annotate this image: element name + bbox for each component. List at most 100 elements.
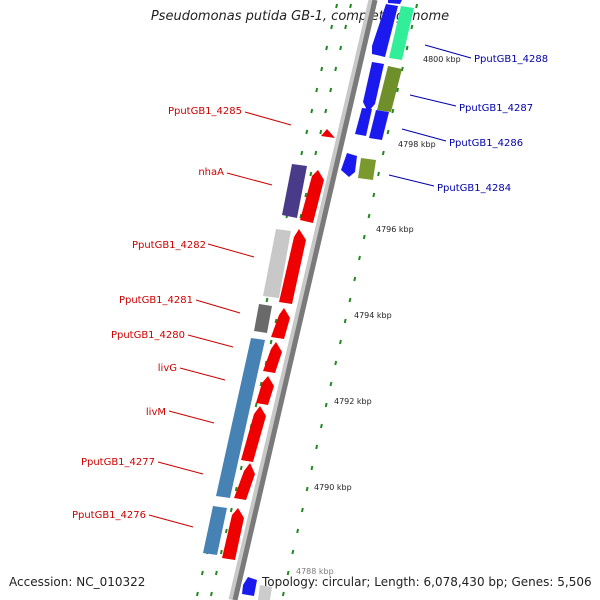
guide-dot — [353, 276, 357, 282]
callout-line — [168, 410, 215, 424]
guide-dot — [229, 507, 233, 513]
gene-arrow — [216, 338, 265, 498]
gene-PputGB1-4285[interactable]: PputGB1_4285 — [168, 106, 335, 138]
guide-dot — [362, 234, 366, 240]
guide-dot — [319, 129, 323, 135]
kbp-label: 4796 kbp — [376, 225, 414, 234]
gene-arrow — [203, 506, 227, 555]
gene-arrow — [263, 342, 282, 373]
gene-partial-bottom — [242, 577, 272, 600]
guide-dot — [269, 339, 273, 345]
guide-dot — [324, 402, 328, 408]
gene-PputGB1-4280[interactable]: PputGB1_4280 — [111, 330, 282, 373]
guide-dot — [372, 192, 376, 198]
guide-dot — [324, 108, 328, 114]
kbp-label: 4790 kbp — [314, 483, 352, 492]
gene-arrow — [279, 229, 306, 304]
gene-PputGB1-4286[interactable]: PputGB1_4286 — [355, 108, 523, 149]
guide-dot — [314, 150, 318, 156]
gene-arrow — [389, 6, 414, 60]
gene-livM[interactable]: livM — [146, 406, 266, 462]
gene-label[interactable]: PputGB1_4282 — [132, 240, 206, 251]
guide-dot — [259, 381, 263, 387]
gene-arrow — [300, 170, 324, 223]
backbone — [228, 0, 378, 600]
gene-PputGB1-4281[interactable]: PputGB1_4281 — [119, 295, 290, 339]
gene-arrow — [271, 308, 290, 339]
gene-label[interactable]: livM — [146, 407, 166, 418]
guide-dot — [381, 150, 385, 156]
gene-arrow — [258, 585, 272, 600]
gene-nhaA[interactable]: nhaA — [198, 164, 324, 223]
guide-dot — [315, 87, 319, 93]
guide-dot — [329, 87, 333, 93]
gene-arrow — [234, 463, 255, 500]
gene-label[interactable]: PputGB1_4284 — [437, 183, 511, 194]
guide-dot — [405, 45, 409, 51]
gene-label[interactable]: PputGB1_4280 — [111, 330, 185, 341]
forward-strand-genes: PputGB1_4285 nhaA PputGB1_4282 PputGB1_4… — [72, 106, 335, 560]
callout-line — [195, 299, 241, 314]
gene-PputGB1-4276[interactable]: PputGB1_4276 — [72, 506, 244, 560]
gene-arrow — [377, 66, 402, 112]
callout-line — [424, 44, 472, 59]
guide-dot — [349, 3, 353, 9]
gene-PputGB1-4284[interactable]: PputGB1_4284 — [341, 153, 511, 194]
callout-line — [244, 111, 292, 126]
gene-arrow — [388, 0, 402, 4]
gene-label[interactable]: nhaA — [198, 167, 224, 178]
guide-dot — [296, 528, 300, 534]
guide-dot — [195, 591, 199, 597]
guide-dot — [400, 66, 404, 72]
guide-dot — [254, 402, 258, 408]
gene-PputGB1-4287[interactable]: PputGB1_4287 — [363, 62, 533, 114]
guide-dot — [300, 150, 304, 156]
callout-line — [207, 243, 255, 258]
gene-label[interactable]: PputGB1_4277 — [81, 457, 155, 468]
guide-dot — [367, 213, 371, 219]
gene-label[interactable]: livG — [158, 363, 177, 374]
reverse-strand-genes: PputGB1_4288 PputGB1_4287 PputGB1_4286 P… — [341, 0, 548, 194]
guide-dot — [234, 486, 238, 492]
guide-dot — [320, 66, 324, 72]
callout-line — [388, 174, 435, 187]
gene-arrow — [341, 153, 357, 177]
guide-dot — [214, 570, 218, 576]
guide-dot — [391, 108, 395, 114]
gene-label[interactable]: PputGB1_4281 — [119, 295, 193, 306]
callout-line — [187, 334, 234, 348]
guide-dot — [305, 486, 309, 492]
gene-arrow — [372, 4, 398, 57]
gene-PputGB1-4288[interactable]: PputGB1_4288 — [372, 0, 548, 65]
guide-dot — [319, 423, 323, 429]
gene-label[interactable]: PputGB1_4286 — [449, 138, 523, 149]
gene-arrow — [263, 229, 291, 298]
gene-arrow — [321, 129, 335, 138]
gene-PputGB1-4282[interactable]: PputGB1_4282 — [132, 229, 306, 304]
gene-livG[interactable]: livG — [158, 338, 274, 498]
guide-dot — [377, 171, 380, 177]
kbp-label: 4794 kbp — [354, 311, 392, 320]
guide-dot — [200, 570, 204, 576]
guide-dot — [334, 360, 338, 366]
guide-dot — [305, 129, 309, 135]
gene-arrow — [358, 158, 376, 180]
gene-label[interactable]: PputGB1_4287 — [459, 103, 533, 114]
kbp-label: 4792 kbp — [334, 397, 372, 406]
gene-arrow — [242, 577, 257, 596]
gene-label[interactable]: PputGB1_4288 — [474, 54, 548, 65]
gene-arrow — [369, 110, 389, 140]
guide-dot — [410, 24, 414, 30]
guide-dot — [348, 297, 352, 303]
gene-PputGB1-4277[interactable]: PputGB1_4277 — [81, 457, 255, 500]
kbp-label: 4788 kbp — [296, 567, 334, 576]
topology-text: Topology: circular; Length: 6,078,430 bp… — [262, 575, 592, 589]
gene-label[interactable]: PputGB1_4285 — [168, 106, 242, 117]
guide-dot — [386, 129, 390, 135]
guide-dot — [343, 318, 347, 324]
gene-label[interactable]: PputGB1_4276 — [72, 510, 146, 521]
guide-dot — [219, 549, 223, 555]
gene-arrow — [282, 164, 307, 218]
callout-line — [401, 128, 447, 142]
